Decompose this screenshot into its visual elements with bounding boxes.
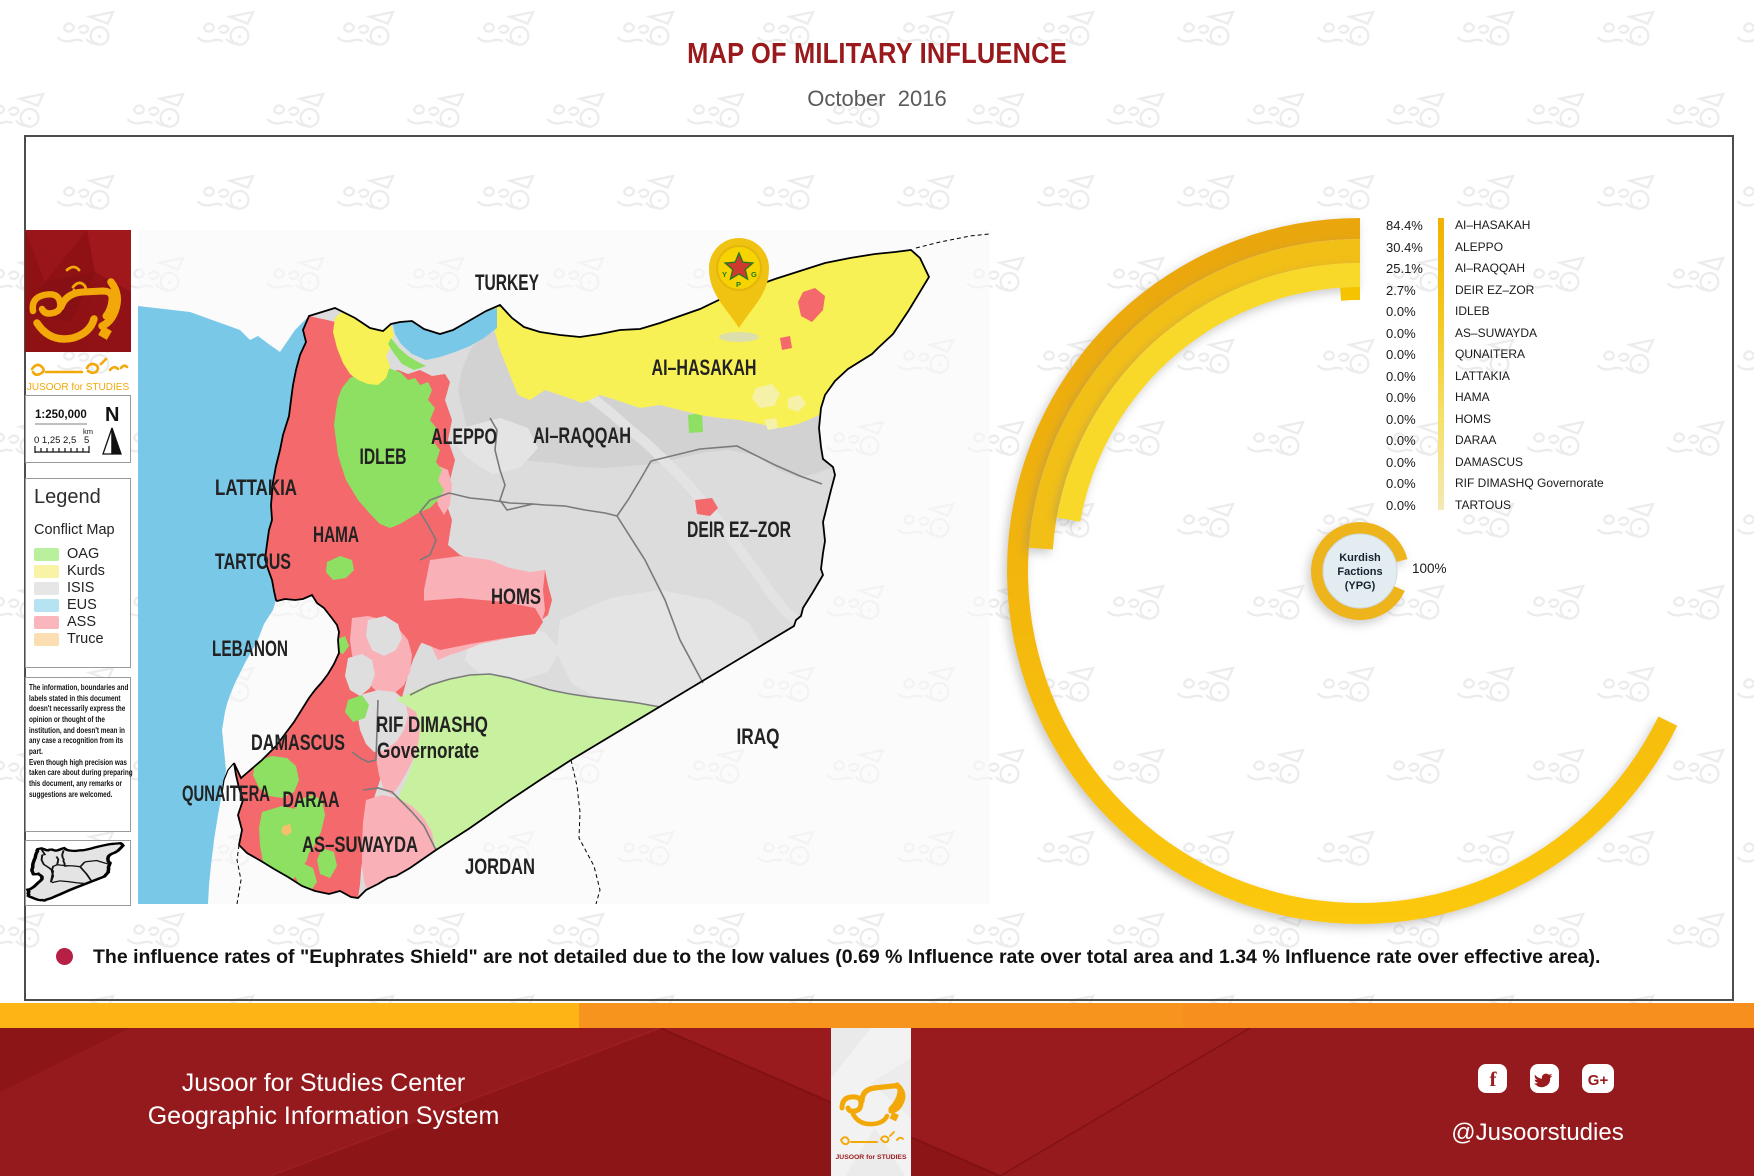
svg-text:(YPG): (YPG) xyxy=(1345,580,1376,592)
svg-text:JUSOOR for STUDIES: JUSOOR for STUDIES xyxy=(27,382,130,393)
svg-text:P: P xyxy=(736,280,741,289)
svg-text:Factions: Factions xyxy=(1337,566,1382,578)
svg-text:f: f xyxy=(1490,1067,1498,1091)
svg-text:HOMS: HOMS xyxy=(491,584,541,609)
svg-text:N: N xyxy=(105,404,119,426)
svg-text:QUNAITERA: QUNAITERA xyxy=(182,781,270,806)
svg-text:LATTAKIA: LATTAKIA xyxy=(215,475,297,500)
svg-text:Governorate: Governorate xyxy=(377,738,479,763)
svg-text:G+: G+ xyxy=(1588,1072,1609,1089)
svg-text:Y: Y xyxy=(722,270,727,279)
svg-text:DEIR EZ–ZOR: DEIR EZ–ZOR xyxy=(687,517,791,542)
svg-text:HAMA: HAMA xyxy=(313,522,359,547)
svg-text:1:250,000: 1:250,000 xyxy=(35,409,87,421)
svg-text:AI–HASAKAH: AI–HASAKAH xyxy=(652,355,757,380)
svg-text:0 1,25 2,5: 0 1,25 2,5 xyxy=(34,435,76,446)
svg-text:ALEPPO: ALEPPO xyxy=(431,424,497,449)
svg-text:AI–RAQQAH: AI–RAQQAH xyxy=(533,423,631,448)
svg-text:DAMASCUS: DAMASCUS xyxy=(251,730,345,755)
svg-text:IRAQ: IRAQ xyxy=(737,724,780,749)
svg-text:DARAA: DARAA xyxy=(283,787,340,812)
svg-text:Kurdish: Kurdish xyxy=(1339,552,1381,564)
svg-text:TURKEY: TURKEY xyxy=(475,270,539,295)
svg-text:TARTOUS: TARTOUS xyxy=(215,549,291,574)
svg-text:RIF DIMASHQ: RIF DIMASHQ xyxy=(376,712,488,737)
svg-text:AS–SUWAYDA: AS–SUWAYDA xyxy=(302,832,418,857)
svg-text:km: km xyxy=(83,427,93,436)
svg-text:5: 5 xyxy=(84,435,89,446)
svg-text:JORDAN: JORDAN xyxy=(465,854,535,879)
svg-text:JUSOOR for STUDIES: JUSOOR for STUDIES xyxy=(836,1154,907,1161)
svg-text:G: G xyxy=(751,270,757,279)
svg-text:LEBANON: LEBANON xyxy=(212,636,288,661)
svg-text:IDLEB: IDLEB xyxy=(360,444,407,469)
